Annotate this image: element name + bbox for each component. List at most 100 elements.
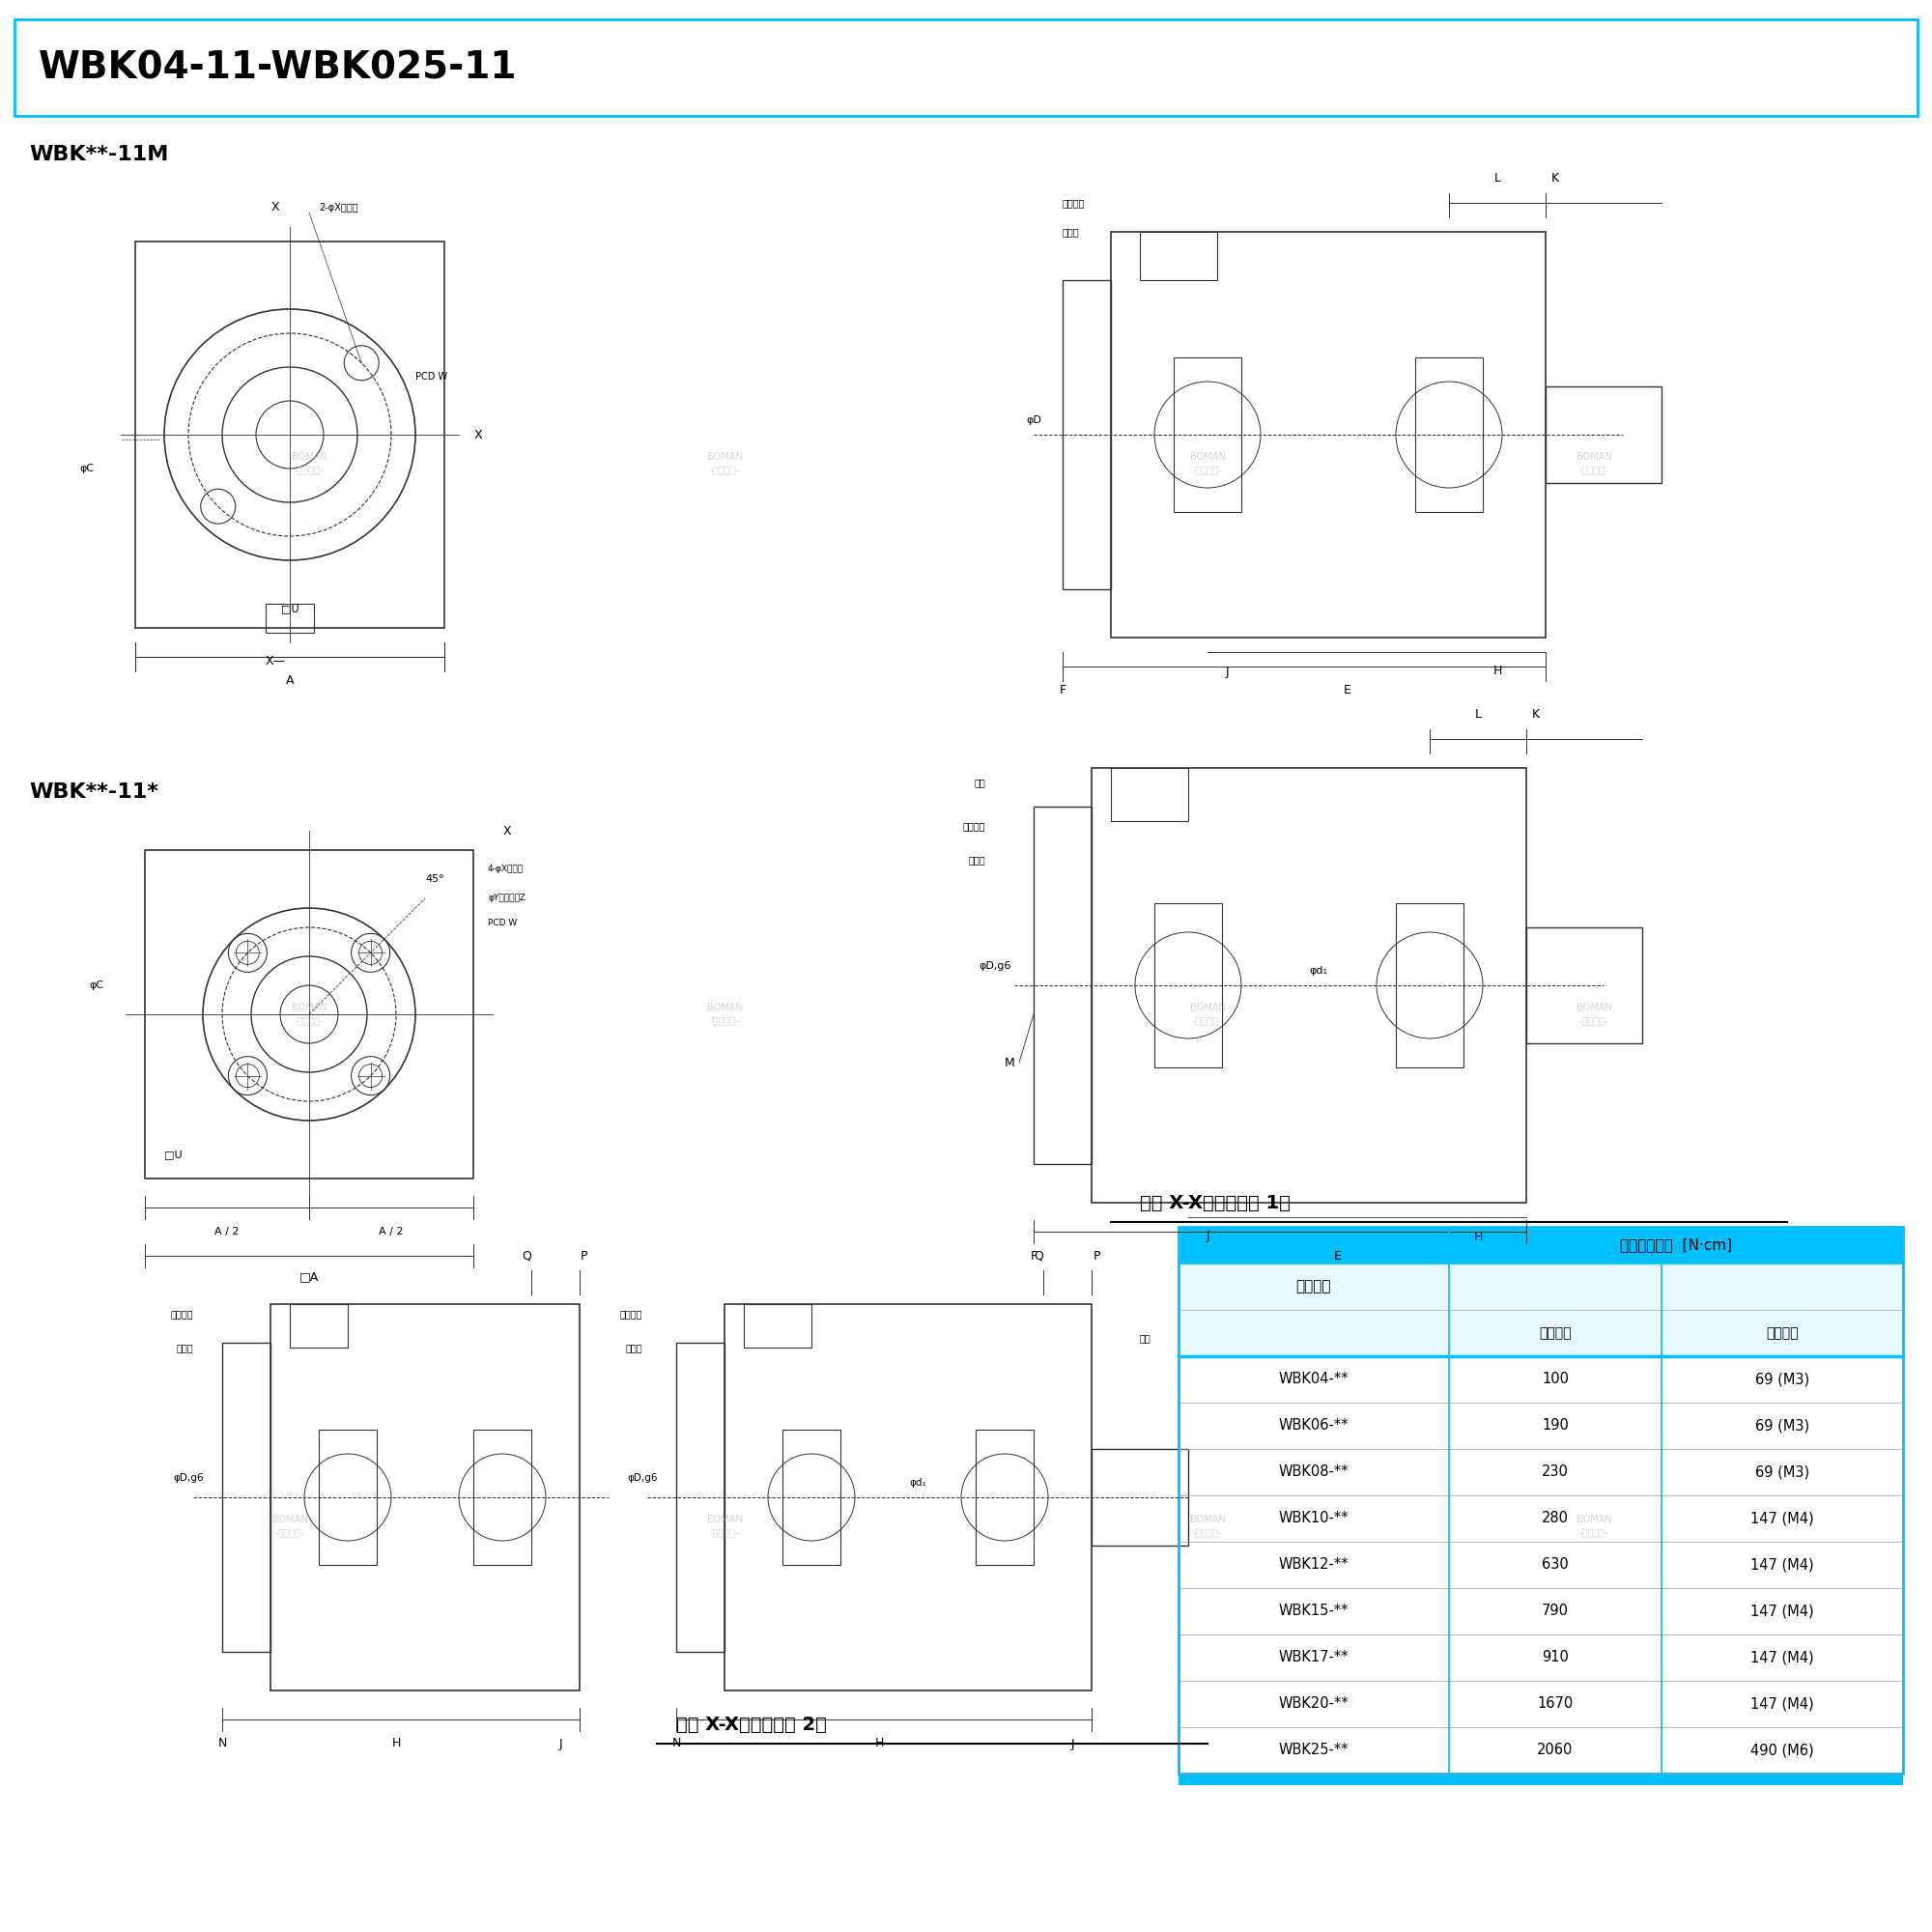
- Bar: [473, 1430, 531, 1565]
- Text: WBK17-**: WBK17-**: [1279, 1650, 1349, 1665]
- Text: WBK04-**: WBK04-**: [1279, 1372, 1349, 1387]
- Text: □U: □U: [280, 603, 299, 614]
- Text: P: P: [1094, 1250, 1099, 1262]
- Text: 69 (M3): 69 (M3): [1754, 1464, 1810, 1480]
- Text: N: N: [672, 1737, 680, 1750]
- Text: 止动螺杆: 止动螺杆: [620, 1310, 641, 1318]
- Text: φC: φC: [89, 980, 104, 989]
- Text: H: H: [1474, 1231, 1482, 1242]
- Bar: [1034, 806, 1092, 1163]
- Text: BOMAN
-勃曼工业-: BOMAN -勃曼工业-: [1190, 1003, 1225, 1026]
- Text: E: E: [1335, 1250, 1341, 1262]
- Text: F: F: [1059, 684, 1066, 697]
- Text: 280: 280: [1542, 1511, 1569, 1526]
- Text: 公称型号: 公称型号: [1296, 1279, 1331, 1294]
- Text: 1670: 1670: [1538, 1696, 1573, 1712]
- Bar: [1546, 386, 1662, 483]
- Text: 定位块: 定位块: [1063, 226, 1080, 236]
- Text: 定位块: 定位块: [968, 854, 985, 864]
- Text: 790: 790: [1542, 1604, 1569, 1619]
- Text: 锁紧螺母: 锁紧螺母: [1540, 1327, 1571, 1341]
- Text: 定位块: 定位块: [176, 1343, 193, 1352]
- Text: 止动螺杆: 止动螺杆: [170, 1310, 193, 1318]
- Bar: [1175, 357, 1240, 512]
- Bar: [782, 1430, 840, 1565]
- Text: BOMAN
-勃曼工业-: BOMAN -勃曼工业-: [707, 452, 742, 475]
- Text: BOMAN
-勃曼工业-: BOMAN -勃曼工业-: [707, 1515, 742, 1538]
- Text: E: E: [1345, 684, 1350, 697]
- Text: 190: 190: [1542, 1418, 1569, 1434]
- Text: 147 (M4): 147 (M4): [1750, 1604, 1814, 1619]
- Text: H: H: [1493, 665, 1501, 678]
- Bar: [135, 242, 444, 628]
- Text: φD,g6: φD,g6: [980, 960, 1010, 970]
- Text: H: H: [875, 1737, 883, 1750]
- FancyBboxPatch shape: [1179, 1774, 1903, 1785]
- Text: K: K: [1551, 172, 1559, 185]
- Text: 147 (M4): 147 (M4): [1750, 1557, 1814, 1573]
- Text: WBK25-**: WBK25-**: [1279, 1743, 1349, 1758]
- FancyBboxPatch shape: [1179, 1264, 1903, 1310]
- Bar: [222, 1343, 270, 1652]
- Bar: [1063, 280, 1111, 589]
- Text: 止动螺杆: 止动螺杆: [962, 821, 985, 831]
- Text: 69 (M3): 69 (M3): [1754, 1418, 1810, 1434]
- Text: M: M: [1005, 1057, 1014, 1068]
- Text: □A: □A: [299, 1271, 319, 1283]
- Text: P: P: [582, 1250, 587, 1262]
- Text: 4-φX通孔后: 4-φX通孔后: [489, 866, 524, 873]
- Bar: [145, 850, 473, 1179]
- Bar: [319, 1430, 377, 1565]
- Bar: [267, 603, 313, 634]
- Text: A / 2: A / 2: [379, 1227, 404, 1236]
- Text: 紧定螺钉: 紧定螺钉: [1766, 1327, 1799, 1341]
- Text: WBK10-**: WBK10-**: [1279, 1511, 1349, 1526]
- Text: WBK04-11-WBK025-11: WBK04-11-WBK025-11: [39, 48, 518, 85]
- Text: 2060: 2060: [1538, 1743, 1573, 1758]
- Text: A / 2: A / 2: [214, 1227, 240, 1236]
- Bar: [1092, 767, 1526, 1202]
- Bar: [724, 1304, 1092, 1690]
- Text: J: J: [1070, 1737, 1074, 1750]
- Text: 910: 910: [1542, 1650, 1569, 1665]
- Text: A: A: [286, 674, 294, 688]
- Bar: [744, 1304, 811, 1349]
- Text: WBK08-**: WBK08-**: [1279, 1464, 1349, 1480]
- Text: 630: 630: [1542, 1557, 1569, 1573]
- Text: PCD W: PCD W: [489, 918, 518, 927]
- Text: φD: φD: [1026, 415, 1041, 425]
- Text: N: N: [218, 1737, 226, 1750]
- Bar: [1092, 1449, 1188, 1546]
- Bar: [1155, 904, 1223, 1066]
- Text: BOMAN
-勃曼工业-: BOMAN -勃曼工业-: [707, 1003, 742, 1026]
- Bar: [1111, 232, 1546, 638]
- FancyBboxPatch shape: [1179, 1227, 1903, 1264]
- Text: 俯视 X-X〈安装示例 1〉: 俯视 X-X〈安装示例 1〉: [1140, 1194, 1291, 1211]
- Text: φC: φC: [79, 464, 95, 473]
- Text: BOMAN
-勃曼工业-: BOMAN -勃曼工业-: [1190, 452, 1225, 475]
- Text: BOMAN
-勃曼工业-: BOMAN -勃曼工业-: [1577, 452, 1611, 475]
- Text: L: L: [1493, 172, 1501, 185]
- Text: □U: □U: [164, 1150, 182, 1159]
- Text: 2-φX通孔后: 2-φX通孔后: [319, 203, 357, 213]
- Text: BOMAN
-勃曼工业-: BOMAN -勃曼工业-: [1190, 1515, 1225, 1538]
- Text: H: H: [392, 1737, 400, 1750]
- Text: 定位块: 定位块: [626, 1343, 641, 1352]
- Text: Q: Q: [1034, 1250, 1043, 1262]
- Bar: [1140, 232, 1217, 280]
- Text: X: X: [473, 429, 483, 440]
- Text: BOMAN
-勃曼工业-: BOMAN -勃曼工业-: [1577, 1003, 1611, 1026]
- Text: 压盖: 压盖: [1140, 1333, 1151, 1343]
- Text: WBK12-**: WBK12-**: [1279, 1557, 1349, 1573]
- Text: J: J: [1225, 665, 1229, 678]
- Bar: [270, 1304, 580, 1690]
- Text: 147 (M4): 147 (M4): [1750, 1696, 1814, 1712]
- Text: BOMAN
-勃曼工业-: BOMAN -勃曼工业-: [272, 1515, 307, 1538]
- Text: 俯视 X-X〈安装示例 2〉: 俯视 X-X〈安装示例 2〉: [676, 1716, 827, 1733]
- Text: 止动螺杆: 止动螺杆: [1063, 197, 1086, 207]
- Text: WBK15-**: WBK15-**: [1279, 1604, 1349, 1619]
- Bar: [1395, 904, 1464, 1066]
- Text: φd₁: φd₁: [910, 1478, 925, 1488]
- FancyBboxPatch shape: [15, 19, 1917, 116]
- Text: WBK**-11M: WBK**-11M: [29, 145, 168, 164]
